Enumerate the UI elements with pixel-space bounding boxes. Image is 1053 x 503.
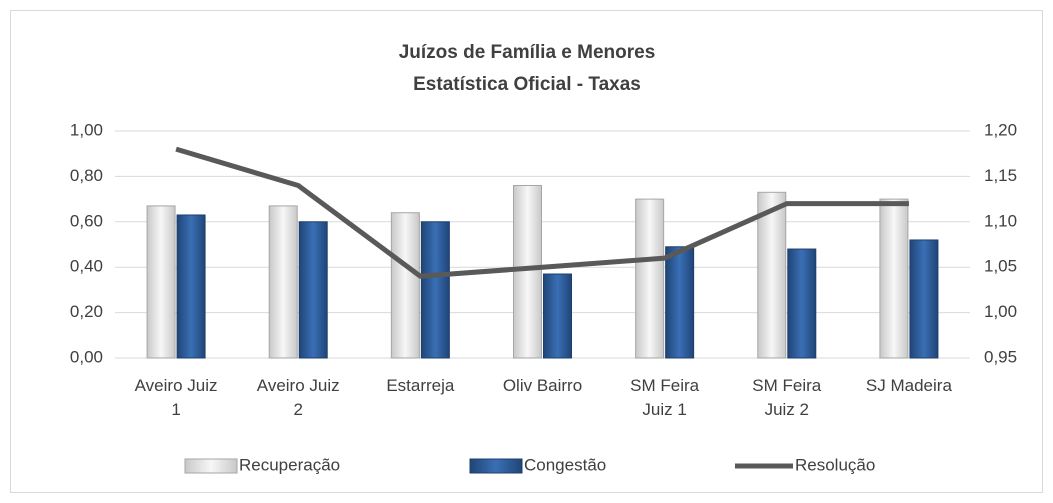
- legend-swatch: [469, 458, 523, 474]
- bar: [176, 214, 206, 359]
- bar: [390, 212, 420, 359]
- y-tick-label: 0,80: [70, 166, 103, 185]
- x-tick-label: SJ Madeira: [865, 376, 952, 395]
- x-tick-label: Estarreja: [386, 376, 455, 395]
- legend-label: Resolução: [795, 455, 875, 474]
- y2-tick-label: 1,20: [984, 120, 1017, 139]
- bar: [268, 205, 298, 359]
- y2-tick-label: 0,95: [984, 347, 1017, 366]
- legend-label: Recuperação: [239, 455, 340, 474]
- x-tick-label: Aveiro Juiz 1: [134, 376, 218, 419]
- bar: [298, 221, 328, 359]
- chart-title: Juízos de Família e Menores: [399, 42, 656, 63]
- y-tick-label: 1,00: [70, 120, 103, 139]
- bar: [909, 239, 939, 359]
- y2-tick-label: 1,05: [984, 257, 1017, 276]
- y-tick-label: 0,60: [70, 211, 103, 230]
- x-tick-label: Aveiro Juiz 2: [256, 376, 340, 419]
- legend-label: Congestão: [524, 455, 606, 474]
- bar: [513, 184, 542, 359]
- bar: [543, 273, 572, 359]
- bar: [787, 248, 817, 359]
- y2-tick-label: 1,10: [984, 211, 1017, 230]
- bar: [757, 191, 787, 359]
- bar: [635, 198, 665, 359]
- x-tick-label: SM Feira Juiz 2: [752, 376, 822, 419]
- y2-tick-label: 1,15: [984, 166, 1017, 185]
- bar: [420, 221, 450, 359]
- x-tick-label: SM Feira Juiz 1: [630, 376, 700, 419]
- y-tick-label: 0,40: [70, 257, 103, 276]
- y-tick-label: 0,00: [70, 347, 103, 366]
- chart-subtitle: Estatística Oficial - Taxas: [413, 74, 641, 95]
- bar: [879, 198, 909, 359]
- y-tick-label: 0,20: [70, 302, 103, 321]
- line-series: [175, 146, 909, 279]
- legend-swatch: [184, 458, 238, 474]
- bar: [665, 246, 695, 359]
- bar: [146, 205, 176, 359]
- x-tick-label: Oliv Bairro: [502, 376, 583, 395]
- y2-tick-label: 1,00: [984, 302, 1017, 321]
